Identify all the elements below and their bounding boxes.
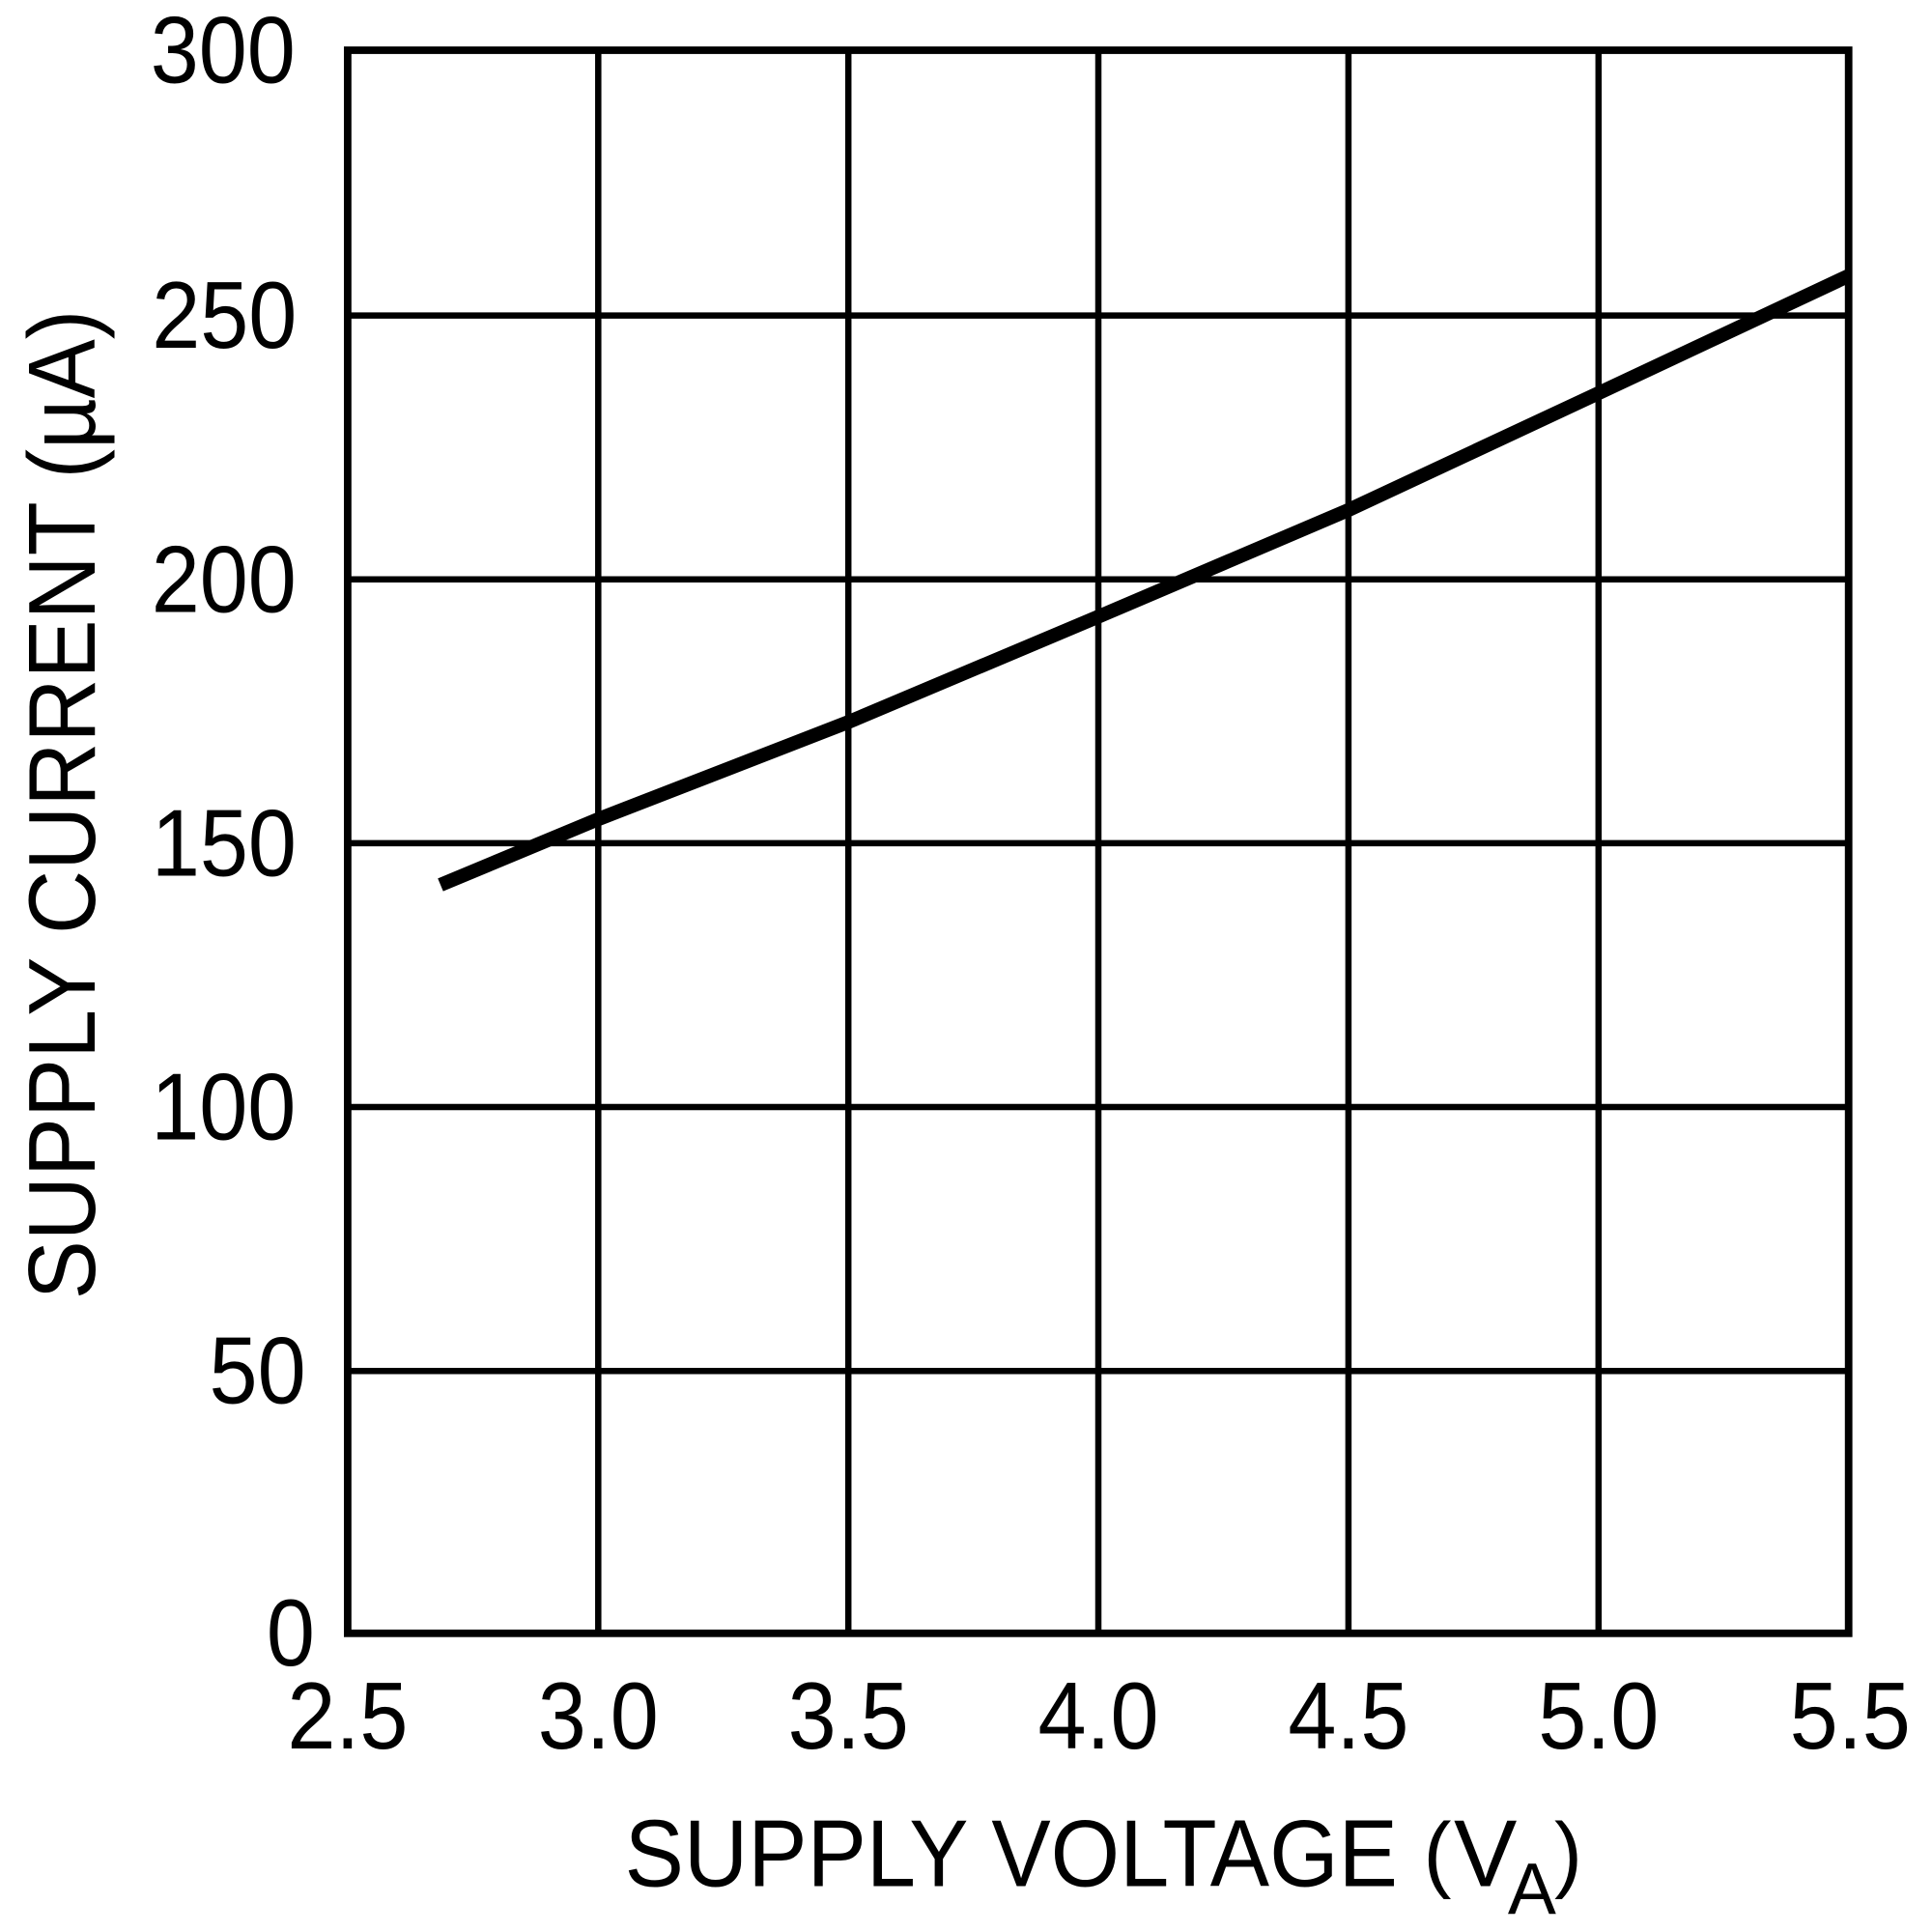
svg-text:250: 250 xyxy=(152,263,297,368)
svg-text:3.5: 3.5 xyxy=(788,1662,909,1768)
svg-text:): ) xyxy=(1554,1806,1582,1900)
svg-text:2.5: 2.5 xyxy=(287,1662,408,1768)
svg-text:50: 50 xyxy=(210,1318,306,1423)
svg-text:V: V xyxy=(1454,1801,1517,1907)
svg-text:SUPPLY CURRENT (µA): SUPPLY CURRENT (µA) xyxy=(10,310,116,1300)
svg-text:150: 150 xyxy=(152,790,297,895)
svg-text:SUPPLY VOLTAGE: SUPPLY VOLTAGE xyxy=(625,1802,1398,1907)
svg-text:3.0: 3.0 xyxy=(538,1662,659,1768)
svg-text:4.0: 4.0 xyxy=(1037,1662,1158,1768)
svg-text:5.5: 5.5 xyxy=(1790,1662,1911,1768)
svg-text:100: 100 xyxy=(151,1054,296,1159)
svg-text:A: A xyxy=(1508,1848,1556,1929)
svg-text:300: 300 xyxy=(151,0,296,102)
svg-text:200: 200 xyxy=(152,526,297,632)
svg-text:4.5: 4.5 xyxy=(1288,1662,1408,1768)
svg-text:5.0: 5.0 xyxy=(1538,1662,1659,1768)
svg-text:(: ( xyxy=(1424,1806,1452,1900)
svg-text:0: 0 xyxy=(267,1579,315,1685)
